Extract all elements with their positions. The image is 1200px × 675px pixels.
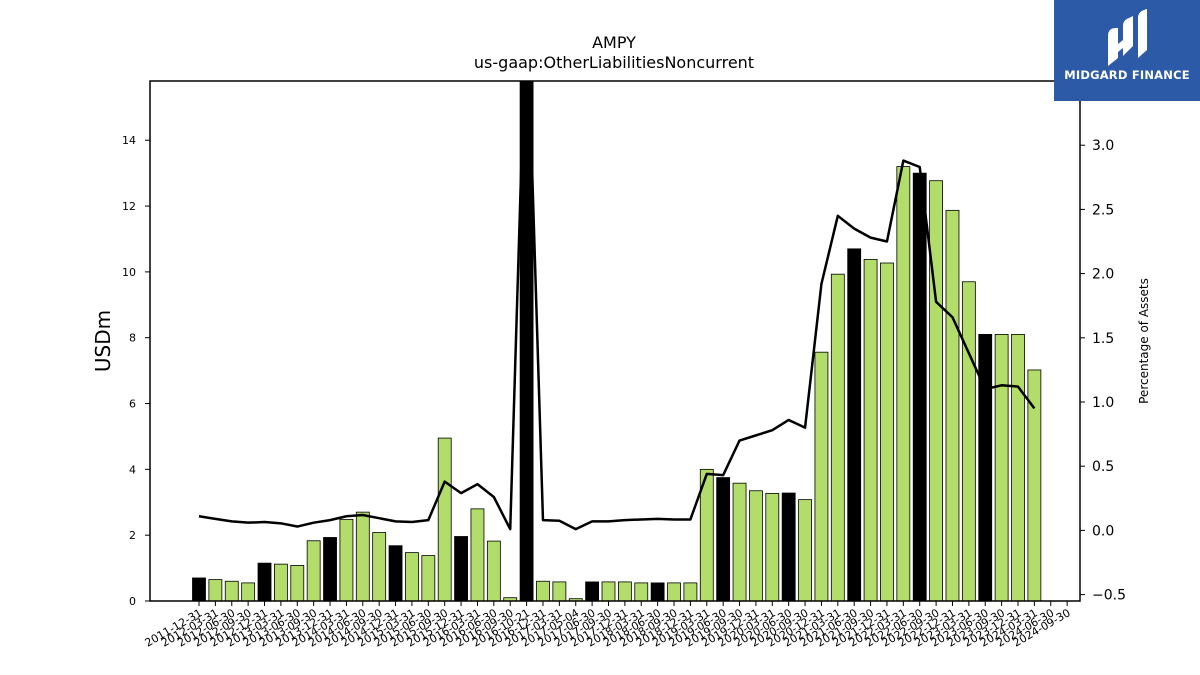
y2-tick-label: 0.5 [1092, 459, 1114, 475]
bar [192, 577, 206, 602]
bar [536, 580, 550, 602]
bar [241, 582, 256, 602]
bar [355, 511, 370, 602]
bar [929, 180, 943, 602]
y2-tick-label: 0.0 [1092, 523, 1114, 539]
bar [765, 492, 780, 602]
plot-frame [149, 80, 1081, 602]
y2-tick-label: 2.0 [1092, 267, 1114, 283]
y2-tick-label: 2.5 [1092, 202, 1114, 218]
bar [798, 499, 812, 602]
bar [552, 581, 567, 602]
logo-text: MIDGARD FINANCE [1064, 68, 1190, 82]
y-tick-label: 14 [122, 134, 136, 147]
y2-tick-label: 3.0 [1092, 138, 1114, 154]
bar [667, 582, 681, 602]
bars-layer [192, 80, 1042, 602]
bar [601, 581, 616, 602]
bar [486, 540, 501, 602]
bar [1027, 369, 1042, 602]
y-tick-label: 4 [129, 463, 136, 476]
bar [224, 580, 239, 602]
y-tick-label: 6 [129, 398, 136, 411]
bar [896, 166, 911, 602]
bar [405, 552, 419, 602]
bar [273, 563, 288, 602]
bar [814, 351, 829, 602]
bar [650, 582, 665, 602]
bar [994, 334, 1009, 602]
bar [470, 508, 485, 602]
bar [781, 492, 796, 602]
bar [847, 248, 862, 602]
bar [716, 477, 731, 602]
bar [1011, 334, 1025, 602]
bar [437, 437, 452, 602]
bar [323, 537, 337, 602]
bar [585, 581, 600, 602]
chart-subtitle: us-gaap:OtherLiabilitiesNoncurrent [474, 53, 754, 72]
bar [961, 281, 976, 602]
bar [257, 562, 272, 602]
bar [208, 579, 223, 602]
bar [945, 209, 960, 602]
y-tick-label: 8 [129, 332, 136, 345]
y-axis-label: USDm [91, 310, 115, 372]
y2-tick-label: −0.5 [1092, 588, 1126, 604]
y-tick-label: 2 [129, 529, 136, 542]
bar [978, 334, 993, 602]
bar [732, 482, 747, 602]
bar [634, 582, 649, 602]
bar [306, 540, 321, 602]
bar [290, 565, 305, 602]
bar [749, 490, 763, 602]
y2-axis-label: Percentage of Assets [1137, 278, 1151, 404]
bar [421, 555, 436, 602]
brand-logo: MIDGARD FINANCE [1054, 0, 1200, 101]
y-tick-label: 10 [122, 266, 136, 279]
bar [388, 545, 403, 602]
y2-tick-label: 1.5 [1092, 331, 1114, 347]
bar [863, 258, 878, 602]
axes-layer: 02468101214−0.50.00.51.01.52.02.53.02011… [122, 80, 1126, 650]
y-tick-label: 0 [129, 595, 136, 608]
bar [339, 518, 354, 602]
midgard-logo-icon [1108, 9, 1147, 66]
bar [454, 536, 468, 602]
line-layer [198, 81, 1036, 531]
bar [830, 273, 845, 602]
bar [912, 172, 927, 602]
y-tick-label: 12 [122, 200, 136, 213]
bar [617, 581, 632, 602]
bar [372, 532, 387, 602]
series-line [198, 81, 1036, 531]
y2-tick-label: 1.0 [1092, 395, 1114, 411]
chart-title: AMPY [592, 33, 636, 52]
bar [683, 582, 698, 602]
bar [880, 262, 894, 602]
